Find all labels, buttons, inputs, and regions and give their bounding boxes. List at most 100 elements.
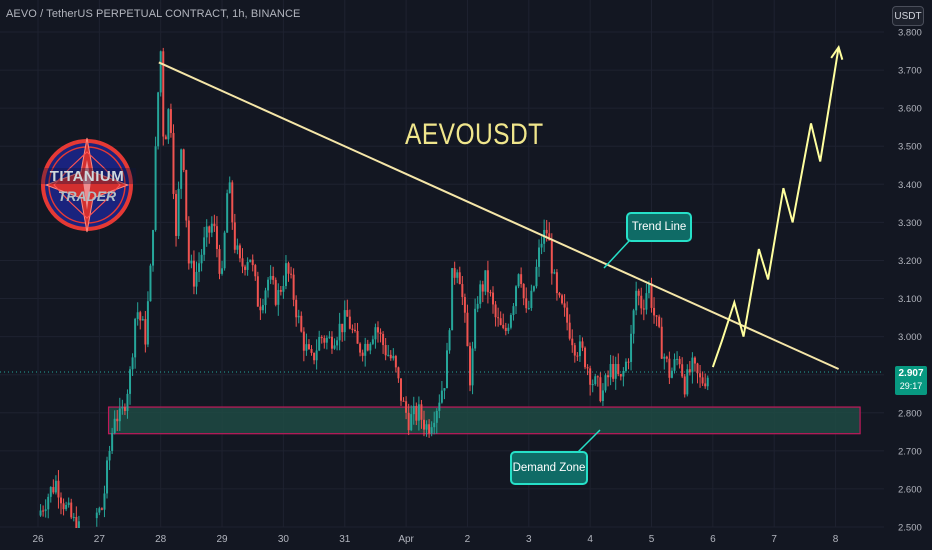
candle-body bbox=[512, 306, 515, 315]
candle-body bbox=[499, 318, 502, 325]
candle-body bbox=[292, 274, 295, 300]
candle-body bbox=[200, 254, 203, 264]
candle-body bbox=[594, 376, 597, 385]
candle-body bbox=[443, 388, 446, 391]
candle-body bbox=[384, 345, 387, 356]
candle-body bbox=[213, 223, 216, 227]
candle-body bbox=[111, 432, 114, 451]
candle-body bbox=[39, 510, 42, 516]
candle-body bbox=[599, 377, 602, 402]
price-tick-label: 3.500 bbox=[898, 142, 922, 153]
candle-body bbox=[116, 418, 119, 422]
candle-body bbox=[42, 510, 45, 512]
candle-body bbox=[558, 293, 561, 296]
candle-body bbox=[251, 259, 254, 266]
candle-body bbox=[52, 487, 55, 493]
candle-body bbox=[325, 337, 328, 343]
candle-body bbox=[461, 284, 464, 298]
price-tick-label: 2.500 bbox=[898, 523, 922, 534]
candle-body bbox=[433, 422, 436, 428]
last-price-badge: 2.907 29:17 bbox=[895, 366, 927, 395]
candle-body bbox=[264, 290, 267, 306]
candle-body bbox=[246, 261, 249, 270]
candle-body bbox=[440, 390, 443, 403]
candle-body bbox=[435, 410, 438, 423]
candle-body bbox=[504, 327, 507, 331]
candle-body bbox=[366, 343, 369, 351]
candle-body bbox=[295, 299, 298, 318]
candle-body bbox=[645, 293, 648, 310]
candle-body bbox=[198, 263, 201, 272]
candle-body bbox=[688, 369, 691, 373]
candle-body bbox=[548, 233, 551, 241]
candle-body bbox=[655, 315, 658, 317]
currency-button[interactable]: USDT bbox=[892, 6, 924, 26]
candle-body bbox=[647, 283, 650, 294]
candle-body bbox=[451, 268, 454, 331]
candle-body bbox=[637, 290, 640, 296]
chart-title: AEVOUSDT bbox=[405, 118, 544, 151]
candle-body bbox=[338, 323, 341, 341]
candle-body bbox=[492, 292, 495, 305]
candle-body bbox=[609, 364, 612, 378]
candle-body bbox=[686, 369, 689, 395]
candle-body bbox=[509, 314, 512, 328]
time-tick-label: 26 bbox=[32, 534, 44, 545]
candle-body bbox=[693, 357, 696, 364]
candle-body bbox=[494, 304, 497, 318]
candle-body bbox=[681, 364, 684, 377]
price-tick-label: 3.700 bbox=[898, 66, 922, 77]
candle-body bbox=[290, 273, 293, 275]
candle-body bbox=[696, 363, 699, 374]
candle-body bbox=[108, 450, 111, 461]
candle-body bbox=[578, 341, 581, 357]
time-axis-bg bbox=[0, 528, 932, 550]
candle-body bbox=[601, 390, 604, 402]
candle-body bbox=[149, 265, 152, 302]
candle-body bbox=[568, 322, 571, 339]
candle-body bbox=[486, 270, 489, 293]
candle-body bbox=[466, 312, 469, 347]
candle-body bbox=[277, 290, 280, 305]
trend-line-stroke bbox=[158, 61, 840, 370]
demand-zone bbox=[107, 406, 861, 435]
candle-body bbox=[624, 361, 627, 371]
candle-body bbox=[660, 326, 663, 359]
candle-body bbox=[103, 493, 106, 510]
candle-body bbox=[453, 268, 456, 278]
candle-body bbox=[402, 400, 405, 402]
candle-body bbox=[407, 412, 410, 431]
candle-body bbox=[525, 298, 528, 309]
trend-line bbox=[158, 61, 840, 370]
candle-body bbox=[346, 310, 349, 317]
time-tick-label: 30 bbox=[278, 534, 290, 545]
time-tick-label: 29 bbox=[216, 534, 228, 545]
price-tick-label: 2.600 bbox=[898, 484, 922, 495]
candle-body bbox=[123, 407, 126, 411]
candle-body bbox=[425, 424, 428, 430]
demand-zone-pointer bbox=[577, 429, 601, 453]
candle-body bbox=[489, 292, 492, 294]
candle-body bbox=[215, 226, 218, 250]
candle-body bbox=[387, 354, 390, 356]
demand-zone-rect bbox=[107, 406, 861, 435]
candle-body bbox=[571, 338, 574, 346]
titanium-trader-logo: TITANIUM TRADER bbox=[38, 120, 136, 250]
candle-body bbox=[691, 357, 694, 373]
candle-body bbox=[146, 301, 149, 345]
candle-body bbox=[159, 51, 162, 93]
candle-body bbox=[670, 370, 673, 378]
candle-body bbox=[535, 266, 538, 287]
candle-body bbox=[517, 274, 520, 287]
candle-body bbox=[420, 404, 423, 420]
candle-body bbox=[630, 333, 633, 362]
candle-body bbox=[256, 276, 259, 307]
candle-body bbox=[300, 315, 303, 332]
candle-body bbox=[169, 109, 172, 133]
candle-body bbox=[520, 274, 523, 284]
candle-body bbox=[323, 338, 326, 343]
price-tick-label: 3.200 bbox=[898, 256, 922, 267]
candle-body bbox=[502, 324, 505, 328]
candle-body bbox=[704, 383, 707, 387]
